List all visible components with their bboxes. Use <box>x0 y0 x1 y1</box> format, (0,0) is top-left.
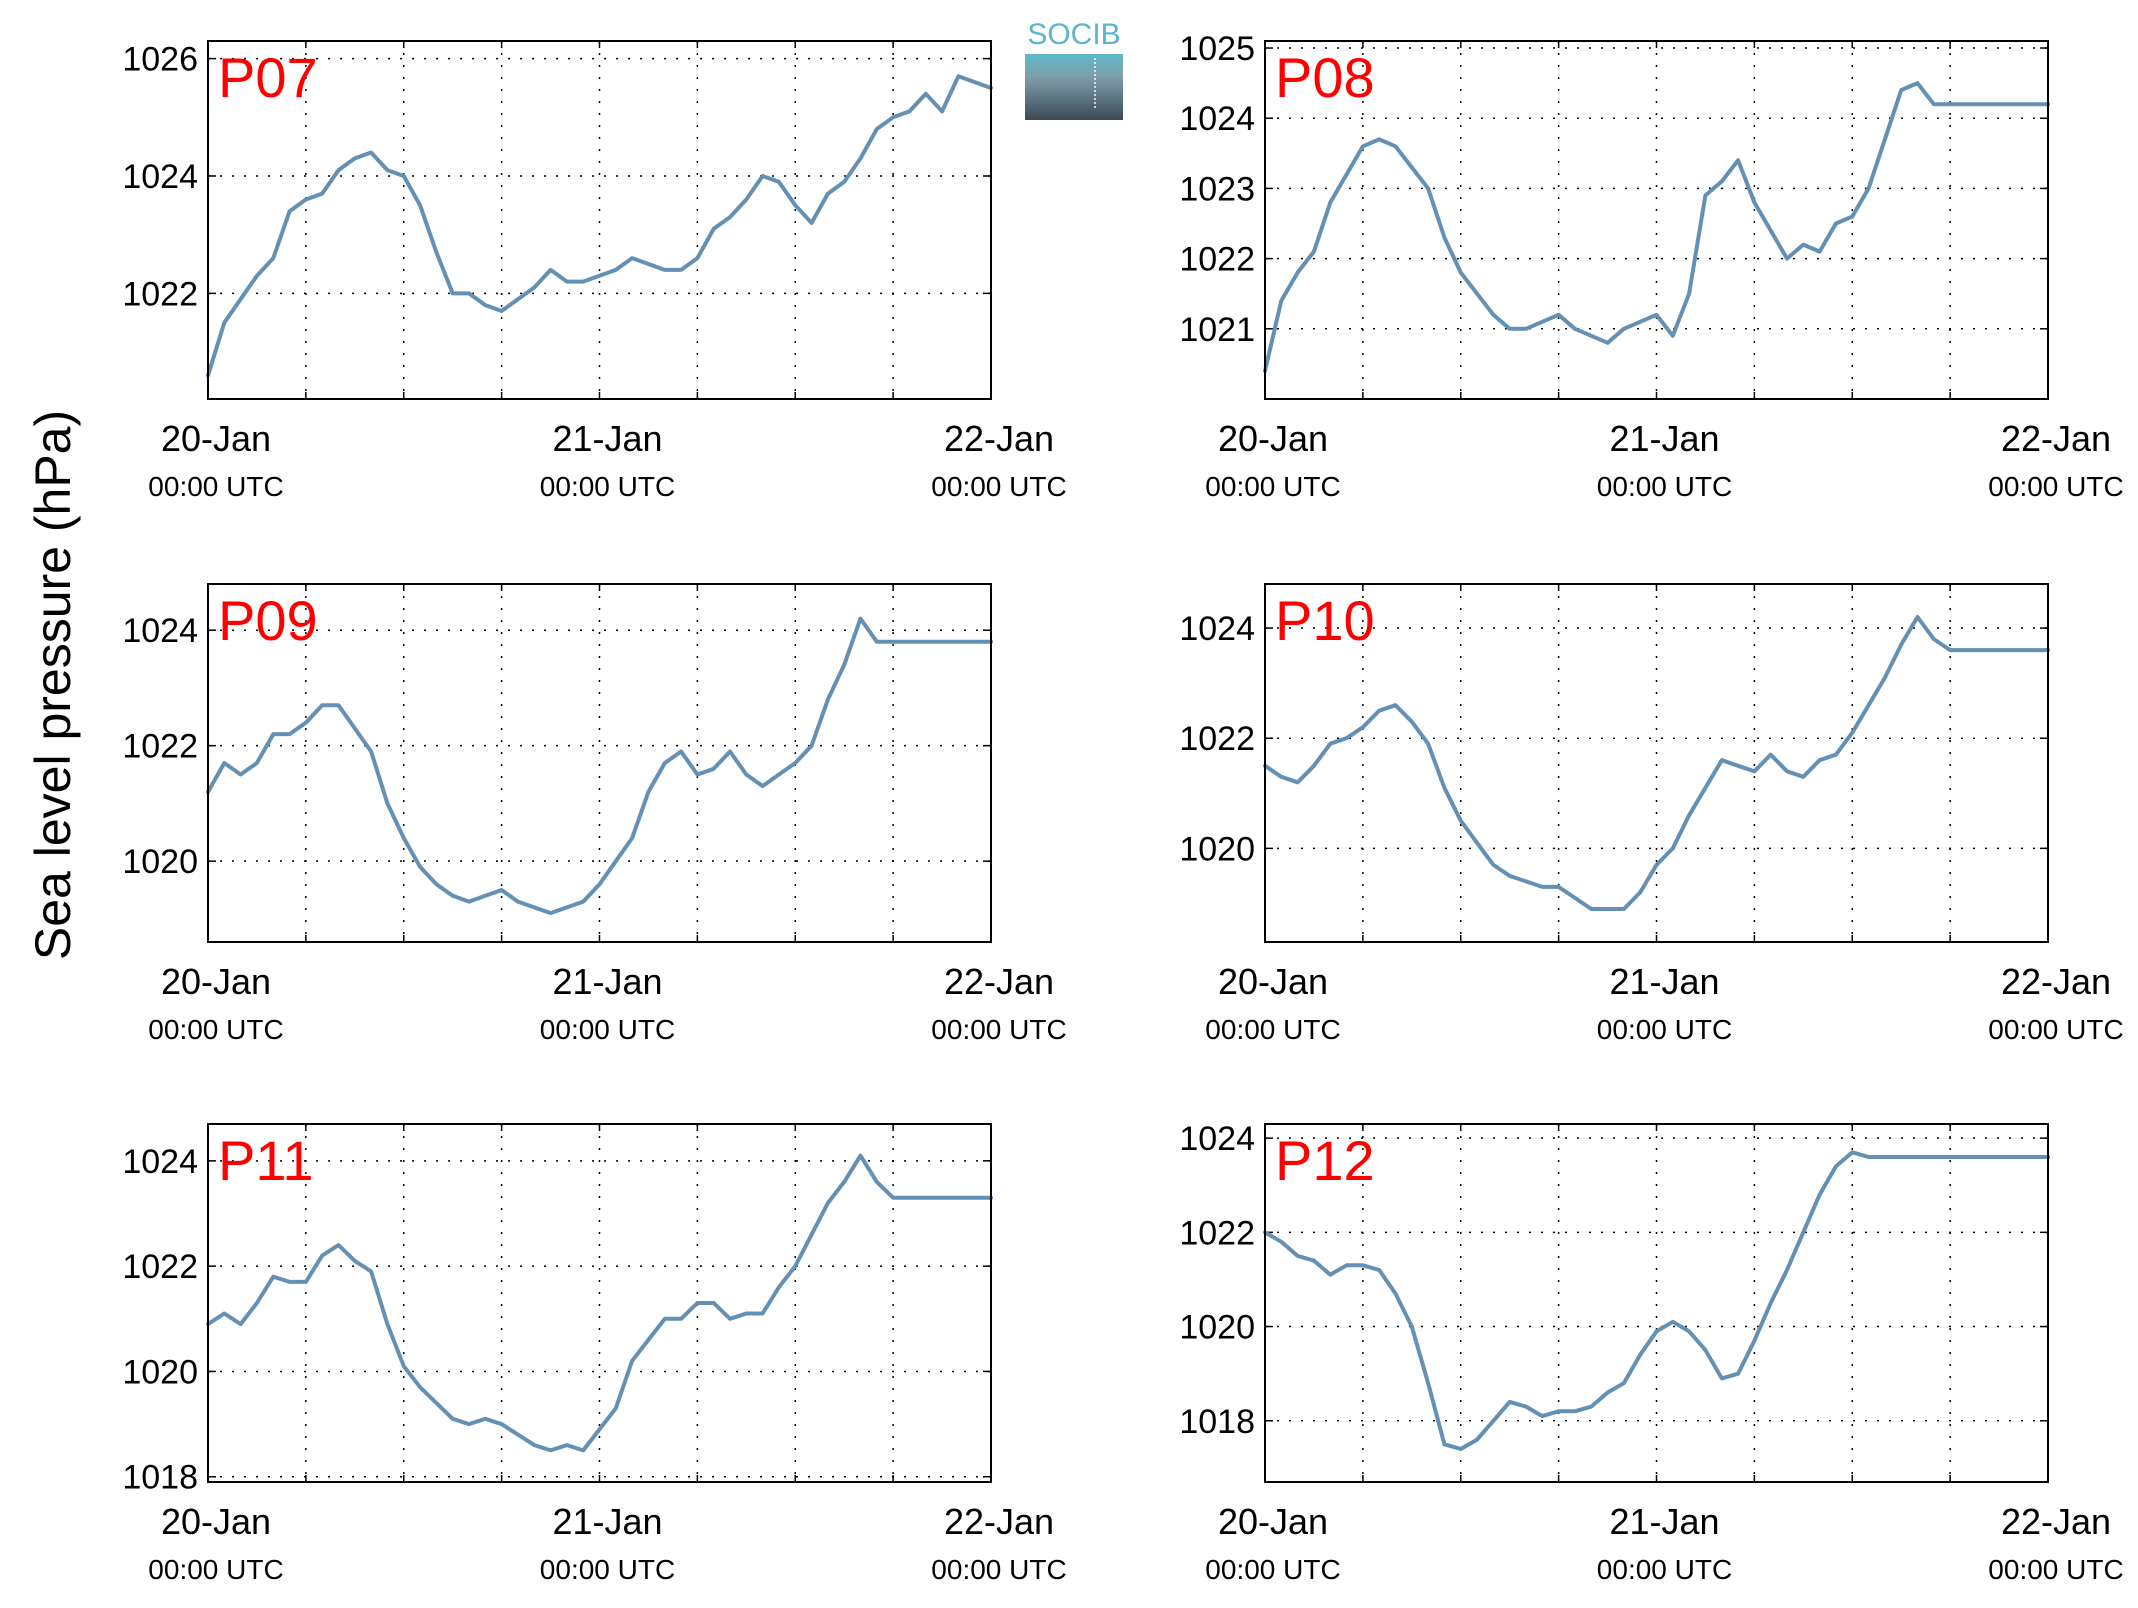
panel-label: P09 <box>218 589 318 652</box>
y-tick-label: 1024 <box>122 158 198 196</box>
x-tick-date-label: 22-Jan <box>2001 961 2111 1002</box>
logo-text: SOCIB <box>1027 18 1121 51</box>
x-tick-time-label: 00:00 UTC <box>1205 1014 1340 1045</box>
y-tick-label: 1024 <box>122 612 198 650</box>
y-tick-label: 1024 <box>122 1143 198 1181</box>
chart-panel-p10: 1020 1022 1024 P10 20-Jan 00:00 UTC 21-Jan 00:0… <box>1179 583 2124 1045</box>
y-tick-label: 1022 <box>1179 241 1255 279</box>
axes-frame <box>207 40 992 400</box>
y-tick-label: 1022 <box>122 728 198 766</box>
x-tick-time-label: 00:00 UTC <box>931 1554 1066 1585</box>
x-tick-time-label: 00:00 UTC <box>1988 1014 2123 1045</box>
x-tick-date-label: 20-Jan <box>161 961 271 1002</box>
data-line-p11 <box>206 1153 993 1453</box>
chart-panel-p07: 1022 1024 1026 P07 20-Jan 00:00 UTC 21-Jan 00:0… <box>122 40 1067 502</box>
y-tick-label: 1020 <box>1179 830 1255 868</box>
y-tick-label: 1022 <box>1179 720 1255 758</box>
y-tick-label: 1025 <box>1179 30 1255 68</box>
x-tick-date-label: 22-Jan <box>944 1501 1054 1542</box>
x-tick-time-label: 00:00 UTC <box>540 1554 675 1585</box>
logo-graphic <box>1025 54 1123 120</box>
y-tick-label: 1022 <box>122 275 198 313</box>
x-tick-date-label: 22-Jan <box>2001 418 2111 459</box>
x-tick-date-label: 21-Jan <box>552 1501 662 1542</box>
x-tick-time-label: 00:00 UTC <box>1597 1554 1732 1585</box>
x-tick-time-label: 00:00 UTC <box>1205 1554 1340 1585</box>
x-tick-date-label: 20-Jan <box>161 1501 271 1542</box>
y-tick-label: 1023 <box>1179 170 1255 208</box>
x-tick-date-label: 20-Jan <box>1218 418 1328 459</box>
x-tick-time-label: 00:00 UTC <box>1205 471 1340 502</box>
y-tick-label: 1020 <box>122 843 198 881</box>
y-tick-label: 1022 <box>1179 1214 1255 1252</box>
x-tick-time-label: 00:00 UTC <box>540 471 675 502</box>
x-tick-date-label: 21-Jan <box>552 961 662 1002</box>
x-tick-date-label: 21-Jan <box>1609 1501 1719 1542</box>
x-tick-date-label: 22-Jan <box>944 418 1054 459</box>
y-tick-label: 1018 <box>122 1459 198 1497</box>
axes-frame <box>1264 1123 2049 1483</box>
x-tick-date-label: 21-Jan <box>552 418 662 459</box>
y-tick-label: 1026 <box>122 41 198 79</box>
chart-panel-p12: 1018 1020 1022 1024 P12 20-Jan 00:00 UTC 21-Jan… <box>1179 1120 2123 1585</box>
axes-frame <box>1264 583 2049 943</box>
x-tick-date-label: 22-Jan <box>2001 1501 2111 1542</box>
y-tick-label: 1022 <box>122 1248 198 1286</box>
x-tick-date-label: 21-Jan <box>1609 418 1719 459</box>
x-tick-time-label: 00:00 UTC <box>1988 1554 2123 1585</box>
x-tick-time-label: 00:00 UTC <box>148 1014 283 1045</box>
y-tick-label: 1024 <box>1179 610 1255 648</box>
y-tick-label: 1020 <box>122 1353 198 1391</box>
chart-panel-p11: 1018 1020 1022 1024 P11 20-Jan 00:00 UTC 21-Jan… <box>122 1123 1067 1585</box>
panel-label: P08 <box>1275 46 1375 109</box>
panel-label: P11 <box>218 1129 313 1192</box>
x-tick-time-label: 00:00 UTC <box>1597 1014 1732 1045</box>
data-line-p07 <box>206 74 993 378</box>
y-tick-label: 1024 <box>1179 1120 1255 1158</box>
axes-frame <box>1264 40 2049 400</box>
data-line-p09 <box>206 616 993 916</box>
chart-panel-p08: 1021 1022 1023 1024 1025 P08 20-Jan 00:00 UTC 21… <box>1179 30 2123 502</box>
x-tick-time-label: 00:00 UTC <box>148 471 283 502</box>
y-tick-label: 1020 <box>1179 1309 1255 1347</box>
x-tick-date-label: 21-Jan <box>1609 961 1719 1002</box>
y-tick-label: 1021 <box>1179 311 1255 349</box>
panel-label: P12 <box>1275 1129 1375 1192</box>
x-tick-date-label: 20-Jan <box>1218 1501 1328 1542</box>
y-tick-label: 1018 <box>1179 1403 1255 1441</box>
x-tick-time-label: 00:00 UTC <box>931 1014 1066 1045</box>
data-line-p12 <box>1263 1150 2050 1451</box>
x-tick-date-label: 22-Jan <box>944 961 1054 1002</box>
axes-frame <box>207 1123 992 1483</box>
x-tick-time-label: 00:00 UTC <box>540 1014 675 1045</box>
data-line-p08 <box>1263 81 2050 373</box>
x-tick-time-label: 00:00 UTC <box>931 471 1066 502</box>
logo-dotted-line <box>1094 58 1096 108</box>
x-tick-date-label: 20-Jan <box>1218 961 1328 1002</box>
panel-label: P10 <box>1275 589 1375 652</box>
y-tick-label: 1024 <box>1179 100 1255 138</box>
socib-logo: SOCIB <box>1024 18 1124 122</box>
panel-label: P07 <box>218 46 318 109</box>
axes-frame <box>207 583 992 943</box>
chart-panel-p09: 1020 1022 1024 P09 20-Jan 00:00 UTC 21-Jan 00:0… <box>122 583 1067 1045</box>
data-line-p10 <box>1263 615 2050 911</box>
x-tick-time-label: 00:00 UTC <box>1597 471 1732 502</box>
x-tick-time-label: 00:00 UTC <box>1988 471 2123 502</box>
x-tick-time-label: 00:00 UTC <box>148 1554 283 1585</box>
x-tick-date-label: 20-Jan <box>161 418 271 459</box>
